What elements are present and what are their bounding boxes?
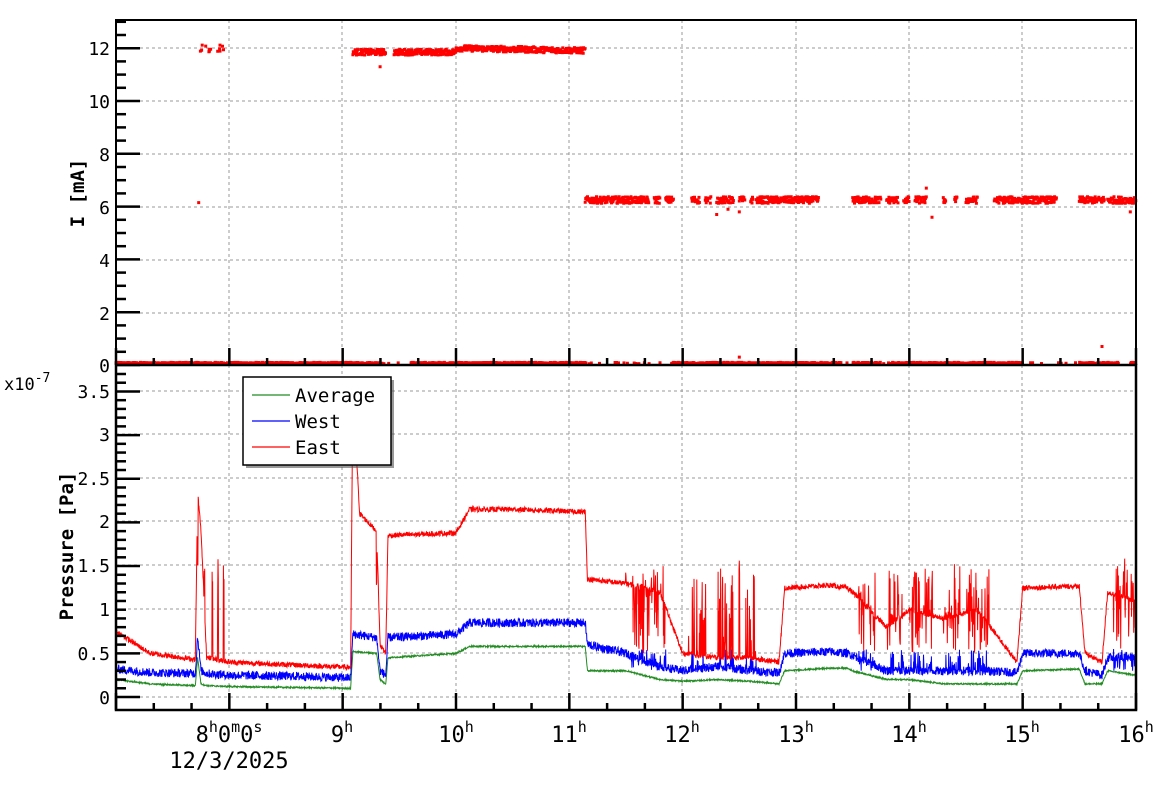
legend: Average West East: [242, 376, 394, 468]
bottom-y-tick-label: 3: [99, 425, 110, 446]
top-panel-ticks: [114, 20, 1138, 367]
top-panel-grid: [116, 20, 1137, 365]
x-tick-label: 8h0m0s: [196, 718, 263, 748]
bottom-panel-frame: [114, 363, 1138, 712]
x-tick-labels: 8h0m0s 9h 10h 11h 12h 13h 14h 15h 16h: [196, 718, 1154, 748]
x-tick-label: 10h: [438, 718, 474, 748]
x-tick-label: 9h: [331, 718, 353, 748]
pressure-line-series: [115, 389, 1137, 691]
legend-label-east: East: [295, 437, 341, 459]
top-y-tick-label: 6: [99, 198, 110, 219]
top-y-tick-labels: 0 2 4 6 8 10 12: [88, 39, 110, 377]
bottom-y-tick-label: 1: [99, 600, 110, 621]
y-multiplier-label: x10-7: [4, 371, 50, 395]
bottom-y-tick-label: 1.5: [77, 556, 110, 577]
x-tick-label: 14h: [891, 718, 927, 748]
top-y-tick-label: 4: [99, 251, 110, 272]
series-west-line: [115, 617, 1137, 683]
top-y-tick-label: 10: [88, 92, 110, 113]
current-scatter-series: [114, 43, 1138, 366]
bottom-y-tick-label: 0: [99, 688, 110, 709]
current-points: [114, 43, 1138, 366]
legend-label-west: West: [295, 411, 341, 433]
top-y-tick-label: 12: [88, 39, 110, 60]
series-east-line: [115, 389, 1137, 672]
series-average-line: [115, 643, 1137, 691]
bottom-y-tick-label: 2.5: [77, 469, 110, 490]
bottom-y-tick-label: 2: [99, 512, 110, 533]
bottom-y-tick-label: 0.5: [77, 644, 110, 665]
x-tick-label: 13h: [778, 718, 814, 748]
top-y-tick-label: 2: [99, 304, 110, 325]
top-y-tick-label: 8: [99, 145, 110, 166]
x-tick-label: 16h: [1118, 718, 1154, 748]
top-y-axis-title: I [mA]: [67, 159, 89, 228]
bottom-y-axis-title: Pressure [Pa]: [56, 472, 78, 621]
legend-label-average: Average: [295, 385, 375, 407]
bottom-panel-ticks: [114, 372, 1138, 710]
top-y-tick-label: 0: [99, 356, 110, 377]
bottom-y-tick-labels: 0 0.5 1 1.5 2 2.5 3 3.5: [77, 382, 110, 709]
x-tick-label: 12h: [664, 718, 700, 748]
x-axis-date-label: 12/3/2025: [169, 749, 288, 774]
x-tick-label: 15h: [1004, 718, 1040, 748]
x-tick-label: 11h: [551, 718, 587, 748]
bottom-y-tick-label: 3.5: [77, 382, 110, 403]
